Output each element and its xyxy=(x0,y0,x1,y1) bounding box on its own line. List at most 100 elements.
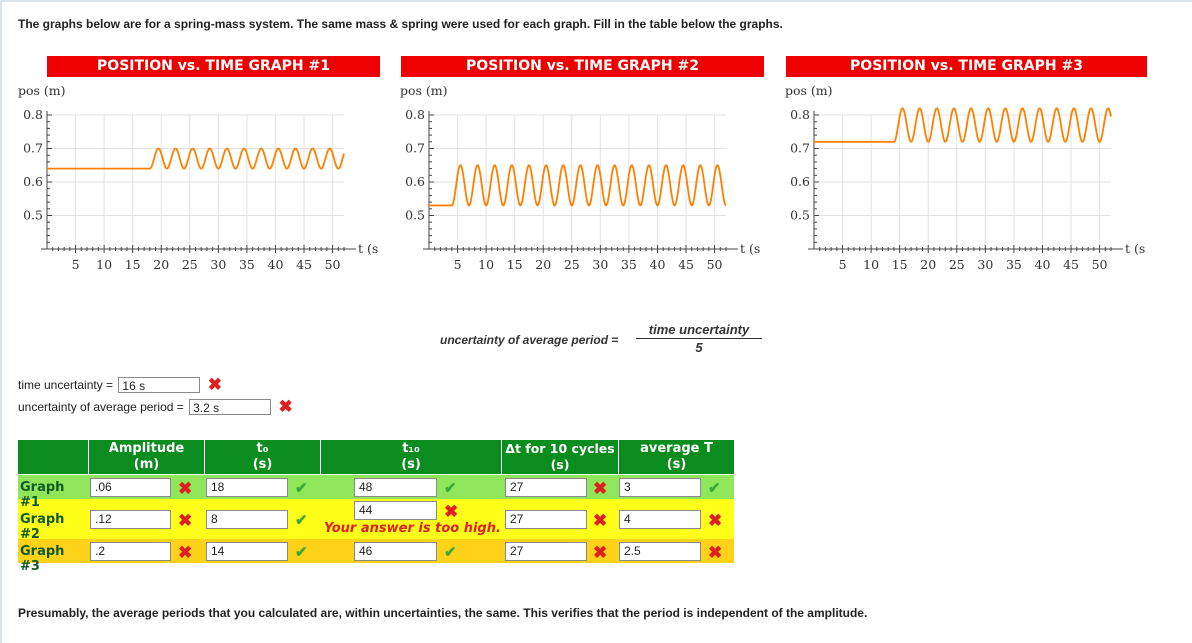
delta-t-input-graph-1[interactable]: 27 xyxy=(505,478,587,497)
x-tick-label: 35 xyxy=(621,257,637,272)
x-tick-label: 45 xyxy=(296,257,312,272)
check-icon: ✔ xyxy=(295,512,308,529)
x-tick-label: 20 xyxy=(920,257,936,272)
amplitude-input-graph-2[interactable]: .12 xyxy=(90,510,171,529)
t10-input-graph-1[interactable]: 48 xyxy=(354,478,437,497)
average-period-input-graph-1[interactable]: 3 xyxy=(619,478,701,497)
y-axis-label: pos (m) xyxy=(400,83,448,98)
x-tick-label: 30 xyxy=(592,257,608,272)
y-tick-label: 0.5 xyxy=(790,208,810,223)
x-tick-label: 30 xyxy=(210,257,226,272)
wrong-icon: ✖ xyxy=(593,479,608,498)
delta-t-input-graph-2[interactable]: 27 xyxy=(505,510,587,529)
window-frame-top xyxy=(0,0,1192,2)
x-tick-label: 5 xyxy=(454,257,462,272)
x-tick-label: 15 xyxy=(892,257,908,272)
y-tick-label: 0.7 xyxy=(23,141,43,156)
x-tick-label: 35 xyxy=(1006,257,1022,272)
graph-title-3: POSITION vs. TIME GRAPH #3 xyxy=(786,56,1147,77)
header-amplitude-unit: (m) xyxy=(133,457,160,472)
x-tick-label: 25 xyxy=(182,257,198,272)
x-tick-label: 40 xyxy=(650,257,666,272)
header-delta-t-title: Δt for 10 cycles xyxy=(505,441,615,456)
position-time-graph-3: 5 10 15 20 25 30 35 40 45 50 0.5 0.6 0.7 0.8 pos (m) t … xyxy=(785,83,1145,272)
y-tick-label: 0.8 xyxy=(405,107,425,122)
wrong-icon: ✖ xyxy=(444,502,459,521)
conclusion-text: Presumably, the average periods that you… xyxy=(18,606,868,620)
formula-numerator: time uncertainty xyxy=(636,322,762,339)
position-curve xyxy=(429,164,727,207)
y-tick-label: 0.6 xyxy=(790,174,810,189)
header-t0-unit: (s) xyxy=(252,457,273,472)
wrong-icon: ✖ xyxy=(593,543,608,562)
x-tick-label: 25 xyxy=(949,257,965,272)
header-delta-t: Δt for 10 cycles (s) xyxy=(502,440,619,474)
period-uncertainty-row: uncertainty of average period = 3.2 s ✖ xyxy=(18,398,293,415)
header-t0: t₀ (s) xyxy=(205,440,321,474)
x-tick-label: 30 xyxy=(977,257,993,272)
row-label-graph-2: Graph #2 xyxy=(20,512,65,542)
x-tick-label: 20 xyxy=(153,257,169,272)
average-period-input-graph-3[interactable]: 2.5 xyxy=(619,542,701,561)
formula-denominator: 5 xyxy=(695,340,703,355)
time-uncertainty-input[interactable]: 16 s xyxy=(118,377,201,393)
x-tick-label: 50 xyxy=(707,257,723,272)
graph-title-1: POSITION vs. TIME GRAPH #1 xyxy=(47,56,380,77)
x-axis-label: t (s) xyxy=(1125,241,1145,256)
header-average-period-unit: (s) xyxy=(666,457,687,472)
graph-panel-3: 5 10 15 20 25 30 35 40 45 50 0.5 0.6 0.7 0.8 pos (m) t … xyxy=(785,56,1147,286)
x-axis-label: t (s) xyxy=(358,241,378,256)
check-icon: ✔ xyxy=(295,544,308,561)
t10-input-graph-3[interactable]: 46 xyxy=(354,542,437,561)
wrong-icon: ✖ xyxy=(593,511,608,530)
feedback-too-high: Your answer is too high. xyxy=(324,521,501,536)
table-header-blank xyxy=(18,440,89,474)
y-tick-label: 0.7 xyxy=(790,141,810,156)
x-tick-label: 15 xyxy=(507,257,523,272)
wrong-icon: ✖ xyxy=(708,543,723,562)
formula-lhs: uncertainty of average period = xyxy=(440,333,619,347)
x-tick-label: 25 xyxy=(564,257,580,272)
x-tick-label: 40 xyxy=(268,257,284,272)
graph-title-2: POSITION vs. TIME GRAPH #2 xyxy=(401,56,764,77)
position-curve xyxy=(814,107,1112,143)
y-axis-label: pos (m) xyxy=(785,83,833,98)
position-time-graph-2: 5 10 15 20 25 30 35 40 45 50 0.5 0.6 0.7 0.8 pos (m) t … xyxy=(400,83,760,272)
period-uncertainty-input[interactable]: 3.2 s xyxy=(189,399,272,415)
header-t10-title: t₁₀ xyxy=(402,441,420,456)
amplitude-input-graph-1[interactable]: .06 xyxy=(90,478,171,497)
header-average-period: average T (s) xyxy=(619,440,734,474)
x-tick-label: 10 xyxy=(478,257,494,272)
instructions: The graphs below are for a spring-mass s… xyxy=(18,17,783,31)
t0-input-graph-1[interactable]: 18 xyxy=(206,478,288,497)
x-tick-label: 20 xyxy=(535,257,551,272)
t10-input-graph-2[interactable]: 44 xyxy=(354,501,437,520)
graph-panel-2: 5 10 15 20 25 30 35 40 45 50 0.5 0.6 0.7 0.8 pos (m) t … xyxy=(400,56,764,286)
header-t10-unit: (s) xyxy=(401,457,421,472)
amplitude-input-graph-3[interactable]: .2 xyxy=(90,542,171,561)
x-tick-label: 5 xyxy=(839,257,847,272)
x-tick-label: 15 xyxy=(125,257,141,272)
y-tick-label: 0.6 xyxy=(405,174,425,189)
y-axis-label: pos (m) xyxy=(18,83,66,98)
y-tick-label: 0.6 xyxy=(23,174,43,189)
wrong-icon: ✖ xyxy=(178,543,193,562)
wrong-icon: ✖ xyxy=(207,375,222,394)
t0-input-graph-3[interactable]: 14 xyxy=(206,542,288,561)
row-label-graph-3: Graph #3 xyxy=(20,544,65,574)
wrong-icon: ✖ xyxy=(178,479,193,498)
wrong-icon: ✖ xyxy=(708,511,723,530)
x-tick-label: 10 xyxy=(96,257,112,272)
x-tick-label: 50 xyxy=(1092,257,1108,272)
header-t10: t₁₀ (s) xyxy=(321,440,502,474)
x-tick-label: 50 xyxy=(325,257,341,272)
y-tick-label: 0.7 xyxy=(405,141,425,156)
delta-t-input-graph-3[interactable]: 27 xyxy=(505,542,587,561)
x-tick-label: 10 xyxy=(863,257,879,272)
wrong-icon: ✖ xyxy=(178,511,193,530)
header-delta-t-unit: (s) xyxy=(550,457,570,472)
t0-input-graph-2[interactable]: 8 xyxy=(206,510,288,529)
average-period-input-graph-2[interactable]: 4 xyxy=(619,510,701,529)
window-frame-left xyxy=(0,0,2,643)
graph-panel-1: 5 10 15 20 25 30 35 40 45 50 0.5 0.6 0.7 0.8 pos (m) t … xyxy=(18,56,380,286)
